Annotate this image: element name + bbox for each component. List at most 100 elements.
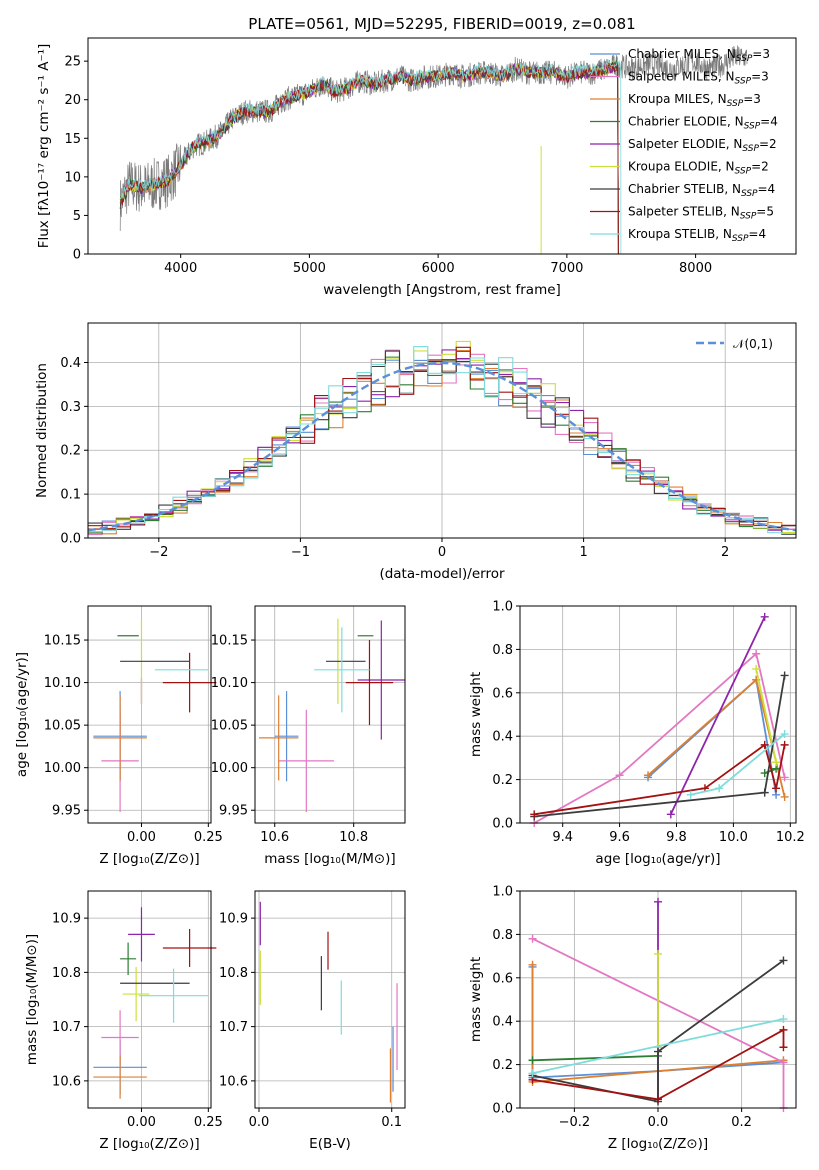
x-tick-label: −2 bbox=[149, 545, 168, 560]
weight-marker bbox=[760, 740, 769, 749]
weight-marker bbox=[779, 1025, 788, 1034]
legend-count: =2 bbox=[759, 137, 777, 151]
legend-subscript: SSP bbox=[732, 234, 749, 244]
x-tick-label: −0.2 bbox=[559, 1115, 591, 1130]
x-tick-label: 1 bbox=[579, 545, 587, 560]
x-tick-label: 7000 bbox=[550, 261, 583, 276]
axes-frame bbox=[519, 605, 797, 824]
weight-line bbox=[647, 678, 777, 795]
x-tick-label: 0.0 bbox=[648, 1115, 669, 1130]
legend-count: =2 bbox=[751, 160, 769, 174]
weight-marker bbox=[779, 1015, 788, 1024]
x-axis-label: wavelength [Angstrom, rest frame] bbox=[323, 282, 561, 298]
weight-line bbox=[533, 652, 786, 824]
error-bar-point bbox=[93, 695, 147, 781]
legend-entry: Chabrier MILES, NSSP=3 bbox=[628, 47, 770, 64]
weight-marker bbox=[615, 771, 624, 780]
weight-marker bbox=[780, 730, 789, 739]
error-bar-point bbox=[278, 709, 334, 812]
weight-marker bbox=[644, 771, 653, 780]
weight-marker bbox=[779, 1058, 788, 1067]
weight-marker bbox=[760, 612, 769, 621]
error-bar-point bbox=[162, 652, 217, 713]
weight-marker bbox=[772, 784, 781, 793]
panel-6: 0.0 0.1 10.6 10.7 10.8 10.9 E(B-V) bbox=[219, 890, 406, 1152]
model-spectrum-line bbox=[119, 60, 619, 255]
weight-line bbox=[669, 616, 766, 815]
x-axis-label: age [log₁₀(age/yr)] bbox=[595, 851, 720, 867]
legend-subscript: SSP bbox=[741, 189, 758, 199]
x-tick-label: 9.6 bbox=[609, 830, 630, 845]
x-axis-label: mass [log₁₀(M/M⊙)] bbox=[264, 851, 395, 867]
x-tick-label: 5000 bbox=[293, 261, 326, 276]
y-tick-label: 10.8 bbox=[52, 966, 81, 981]
y-tick-label: 10.9 bbox=[219, 912, 248, 927]
legend-name: Kroupa MILES, N bbox=[628, 92, 727, 106]
axes-frame bbox=[87, 605, 212, 824]
legend-count: =4 bbox=[748, 227, 766, 241]
legend-subscript: SSP bbox=[744, 122, 761, 132]
x-axis-label: Z [log₁₀(Z/Z⊙)] bbox=[99, 1136, 199, 1152]
model-spectrum-line bbox=[119, 58, 622, 255]
y-tick-label: 10.10 bbox=[44, 676, 81, 691]
x-axis-label: E(B-V) bbox=[309, 1136, 351, 1152]
legend-entry: Salpeter STELIB, NSSP=5 bbox=[628, 205, 774, 222]
legend-count: =3 bbox=[751, 70, 769, 84]
legend-entry: Chabrier STELIB, NSSP=4 bbox=[628, 182, 775, 199]
model-spectrum-line bbox=[119, 62, 619, 255]
y-axis-label: mass [log₁₀(M/M⊙)] bbox=[24, 934, 40, 1065]
weight-line bbox=[764, 767, 777, 774]
y-tick-label: 10.05 bbox=[211, 719, 248, 734]
plot-area bbox=[87, 340, 797, 536]
error-bar-point bbox=[345, 640, 394, 726]
y-tick-label: 0.2 bbox=[492, 773, 513, 788]
x-tick-label: 10.2 bbox=[776, 830, 805, 845]
y-tick-label: 20 bbox=[64, 93, 81, 108]
x-tick-label: 2 bbox=[721, 545, 729, 560]
weight-marker bbox=[528, 1056, 537, 1065]
panel-2: 0.00 0.25 9.95 10.00 10.05 10.10 10.15 Z [log₁₀… bbox=[14, 605, 223, 867]
normal-curve bbox=[87, 361, 797, 532]
y-tick-label: 0.6 bbox=[492, 686, 513, 701]
y-tick-label: 0.3 bbox=[60, 400, 81, 415]
weight-marker bbox=[760, 788, 769, 797]
plot-area bbox=[93, 907, 217, 1099]
error-bar-point bbox=[120, 942, 137, 976]
legend-count: =5 bbox=[756, 205, 774, 219]
legend-subscript: SSP bbox=[736, 54, 753, 64]
y-tick-label: 0.0 bbox=[492, 1102, 513, 1117]
weight-marker bbox=[654, 897, 662, 906]
axes-frame bbox=[87, 37, 797, 255]
y-tick-label: 10.7 bbox=[52, 1020, 81, 1035]
model-spectrum-line bbox=[119, 60, 619, 255]
weight-marker bbox=[780, 792, 789, 801]
legend-entry: Salpeter ELODIE, NSSP=2 bbox=[628, 137, 777, 154]
x-tick-label: 8000 bbox=[679, 261, 712, 276]
y-tick-label: 10.00 bbox=[211, 761, 248, 776]
legend-entry: Salpeter MILES, NSSP=3 bbox=[628, 70, 769, 87]
x-tick-label: 0.00 bbox=[127, 830, 156, 845]
weight-marker bbox=[528, 934, 537, 943]
model-spectrum-line bbox=[119, 62, 619, 255]
y-tick-label: 0.2 bbox=[60, 444, 81, 459]
y-tick-label: 9.95 bbox=[219, 804, 248, 819]
error-bar-point bbox=[122, 966, 150, 1022]
panel-5: 0.00 0.25 10.6 10.7 10.8 10.9 Z [log₁₀(Z/Z⊙)] m… bbox=[24, 890, 223, 1152]
weight-marker bbox=[752, 649, 761, 658]
legend-name: Salpeter STELIB, N bbox=[628, 205, 740, 219]
panel-0: 4000 5000 6000 7000 8000 0 5 10 15 20 25 wavelength… bbox=[36, 37, 797, 298]
x-tick-label: 6000 bbox=[422, 261, 455, 276]
plot-area bbox=[258, 618, 405, 812]
weight-marker bbox=[528, 960, 537, 969]
y-axis-label: mass weight bbox=[468, 957, 484, 1042]
legend-name: Chabrier STELIB, N bbox=[628, 182, 741, 196]
legend-name: Salpeter MILES, N bbox=[628, 70, 735, 84]
x-tick-label: 10.6 bbox=[260, 830, 289, 845]
weight-marker bbox=[528, 1069, 537, 1078]
panel-3: 10.6 10.8 9.95 10.00 10.05 10.10 10.15 mass [lo… bbox=[211, 605, 406, 867]
x-tick-label: 0.25 bbox=[194, 1115, 223, 1130]
y-tick-label: 0.8 bbox=[492, 928, 513, 943]
plot-area bbox=[93, 618, 217, 812]
x-tick-label: 0.0 bbox=[249, 1115, 270, 1130]
